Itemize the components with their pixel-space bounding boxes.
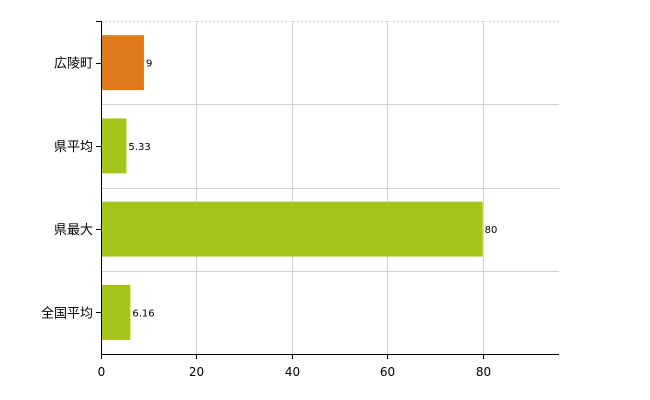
x-tick-label: 40 <box>285 365 300 379</box>
category-label-1: 広陵町 <box>54 57 93 72</box>
category-label-3: 県最大 <box>54 223 93 238</box>
category-label-4: 全国平均 <box>41 305 93 321</box>
bar-4 <box>101 284 131 340</box>
data-labels: 9 5.33 80 6.16 <box>128 59 497 320</box>
bar-3 <box>101 201 483 257</box>
data-label-2: 5.33 <box>128 142 150 153</box>
x-tick-label: 60 <box>380 365 395 379</box>
x-tick-label: 20 <box>189 365 204 379</box>
data-label-1: 9 <box>146 59 152 70</box>
data-label-3: 80 <box>485 225 498 236</box>
x-tick-label: 0 <box>98 365 106 379</box>
data-label-4: 6.16 <box>132 308 154 319</box>
x-tick-label: 80 <box>476 365 491 379</box>
bar-2 <box>101 118 127 174</box>
grid <box>101 21 559 355</box>
category-label-2: 県平均 <box>54 140 93 155</box>
bars <box>101 35 483 340</box>
bar-1 <box>101 35 144 91</box>
